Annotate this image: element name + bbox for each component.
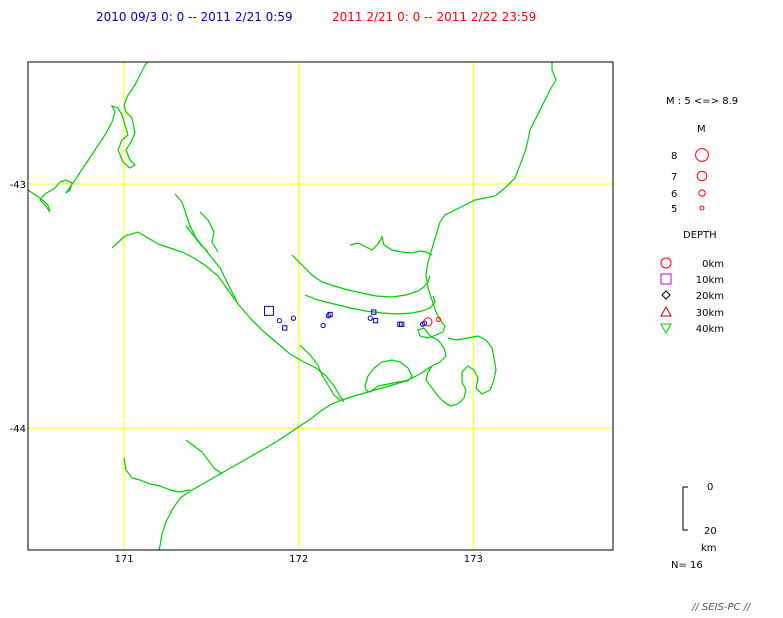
- earthquake-marker-series-1: [264, 305, 274, 316]
- coastline-canterbury-bight: [158, 365, 433, 551]
- earthquake-marker-series-1: [276, 318, 283, 324]
- legend-depth-label: 40km: [696, 324, 724, 335]
- legend-depth-label: 20km: [696, 291, 724, 302]
- legend-mag-symbol: [696, 170, 708, 182]
- earthquake-marker-series-1: [399, 321, 405, 327]
- period-1-label: 2010 09/3 0: 0 -- 2011 2/21 0:59: [96, 10, 293, 24]
- earthquake-marker-series-1: [327, 311, 333, 318]
- coastline: [27, 61, 557, 551]
- x-tick-label: 173: [464, 554, 483, 565]
- coastline-pegasus-bay: [349, 235, 433, 256]
- legend-mag-range: M : 5 <=> 8.9: [666, 96, 738, 107]
- legend-depth-symbol-diamond: [661, 290, 671, 300]
- period-2-label: 2011 2/21 0: 0 -- 2011 2/22 23:59: [332, 10, 536, 24]
- legend-depth-title: DEPTH: [683, 230, 717, 241]
- legend-depth-label: 0km: [702, 259, 724, 270]
- coastline-ashburton-river: [299, 344, 341, 401]
- earthquake-marker-series-2: [423, 317, 433, 327]
- depth-scale-bracket: [682, 486, 688, 531]
- coastline-lake-ellesmere: [364, 359, 413, 393]
- earthquake-marker-series-1: [320, 322, 326, 329]
- seis-pc-credit: // SEIS-PC //: [691, 602, 752, 613]
- coastline-tributary-1: [199, 211, 219, 253]
- depth-scale-top: 0: [707, 482, 713, 493]
- legend-mag-label: 8: [671, 151, 677, 162]
- map-frame: [27, 61, 614, 551]
- coastline-banks-peninsula: [423, 327, 497, 407]
- legend-depth-symbol-triangle-up: [660, 305, 672, 317]
- x-tick-label: 171: [114, 554, 133, 565]
- legend-depth-symbol-square: [660, 273, 672, 285]
- earthquake-marker-series-2: [435, 316, 442, 323]
- coastline-south-river-2: [185, 439, 223, 475]
- legend-depth-label: 30km: [696, 308, 724, 319]
- y-tick-label: -44: [10, 424, 26, 435]
- legend-mag-label: 5: [671, 204, 677, 215]
- earthquake-marker-series-1: [290, 315, 297, 321]
- coastline-south-river-1: [123, 457, 191, 493]
- grid-lines: [28, 62, 613, 550]
- coastline-west-coast: [27, 61, 149, 213]
- legend-mag-symbol: [695, 148, 709, 162]
- y-tick-label: -43: [10, 180, 26, 191]
- coastline-canterbury-north: [417, 62, 557, 339]
- x-tick-label: 172: [289, 554, 308, 565]
- earthquake-marker-series-1: [282, 325, 288, 331]
- legend-magnitude-scale: 8 7 6 5: [671, 148, 709, 215]
- coastline-rakaia-north: [304, 294, 436, 315]
- earthquake-events: [264, 305, 442, 331]
- legend-depth-label: 10km: [696, 275, 724, 286]
- earthquake-marker-series-1: [367, 315, 373, 321]
- event-count: N= 16: [671, 560, 703, 571]
- depth-scale-bottom: 20: [704, 526, 717, 537]
- coastline-tributary-2: [185, 225, 209, 253]
- map-background: [28, 62, 613, 550]
- depth-scale-unit: km: [701, 543, 717, 554]
- legend-mag-label: 7: [671, 172, 677, 183]
- legend-mag-label: 6: [671, 189, 677, 200]
- legend-mag-symbol: [698, 189, 706, 197]
- coastline-waimakariri: [291, 254, 431, 298]
- legend-depth-symbol-triangle-down: [660, 323, 672, 335]
- legend-mag-title: M: [697, 124, 706, 135]
- legend-mag-symbol: [699, 205, 705, 211]
- depth-scale-bar: 0 20 km: [682, 482, 717, 554]
- legend-depth-scale: 0km 10km 20km 30km 40km: [660, 257, 724, 335]
- earthquake-marker-series-1: [371, 309, 377, 315]
- axis-tick-labels: 171 172 173 -43 -44: [10, 180, 483, 565]
- legend-depth-symbol-circle: [660, 257, 672, 269]
- earthquake-marker-series-1: [372, 318, 379, 324]
- map-area: [27, 61, 614, 551]
